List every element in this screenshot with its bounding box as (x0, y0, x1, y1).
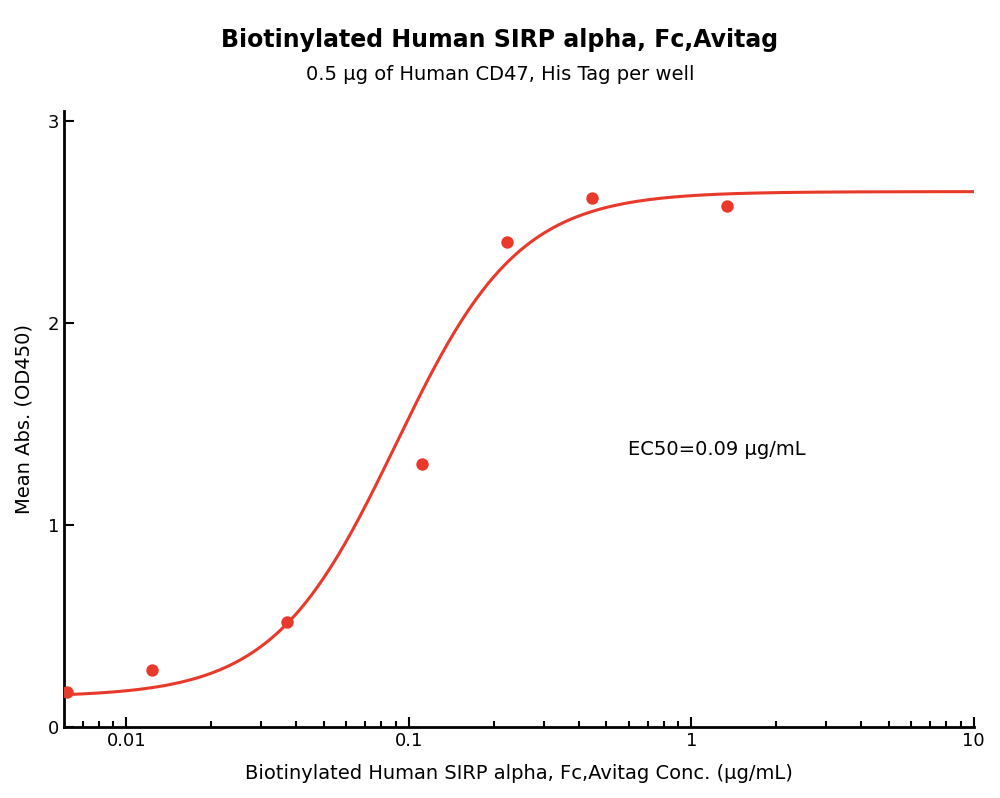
Point (414, 458, 430, 471)
Text: EC50=0.09 μg/mL: EC50=0.09 μg/mL (628, 440, 806, 460)
X-axis label: Biotinylated Human SIRP alpha, Fc,Avitag Conc. (μg/mL): Biotinylated Human SIRP alpha, Fc,Avitag… (245, 764, 793, 783)
Text: Biotinylated Human SIRP alpha, Fc,Avitag: Biotinylated Human SIRP alpha, Fc,Avitag (221, 28, 779, 52)
Text: 0.5 μg of Human CD47, His Tag per well: 0.5 μg of Human CD47, His Tag per well (306, 65, 694, 85)
Point (279, 616, 295, 629)
Point (499, 235, 515, 248)
Point (584, 192, 600, 204)
Point (59, 685, 75, 698)
Y-axis label: Mean Abs. (OD450): Mean Abs. (OD450) (15, 324, 34, 514)
Point (719, 200, 735, 212)
Point (144, 663, 160, 676)
